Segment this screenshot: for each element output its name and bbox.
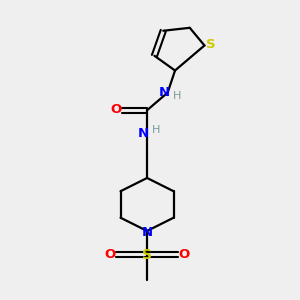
- Text: S: S: [142, 248, 152, 262]
- Text: N: N: [142, 226, 153, 239]
- Text: H: H: [152, 125, 161, 135]
- Text: O: O: [105, 248, 116, 261]
- Text: N: N: [138, 127, 149, 140]
- Text: O: O: [178, 248, 190, 261]
- Text: N: N: [159, 86, 170, 99]
- Text: S: S: [206, 38, 216, 51]
- Text: O: O: [110, 103, 122, 116]
- Text: H: H: [173, 91, 181, 101]
